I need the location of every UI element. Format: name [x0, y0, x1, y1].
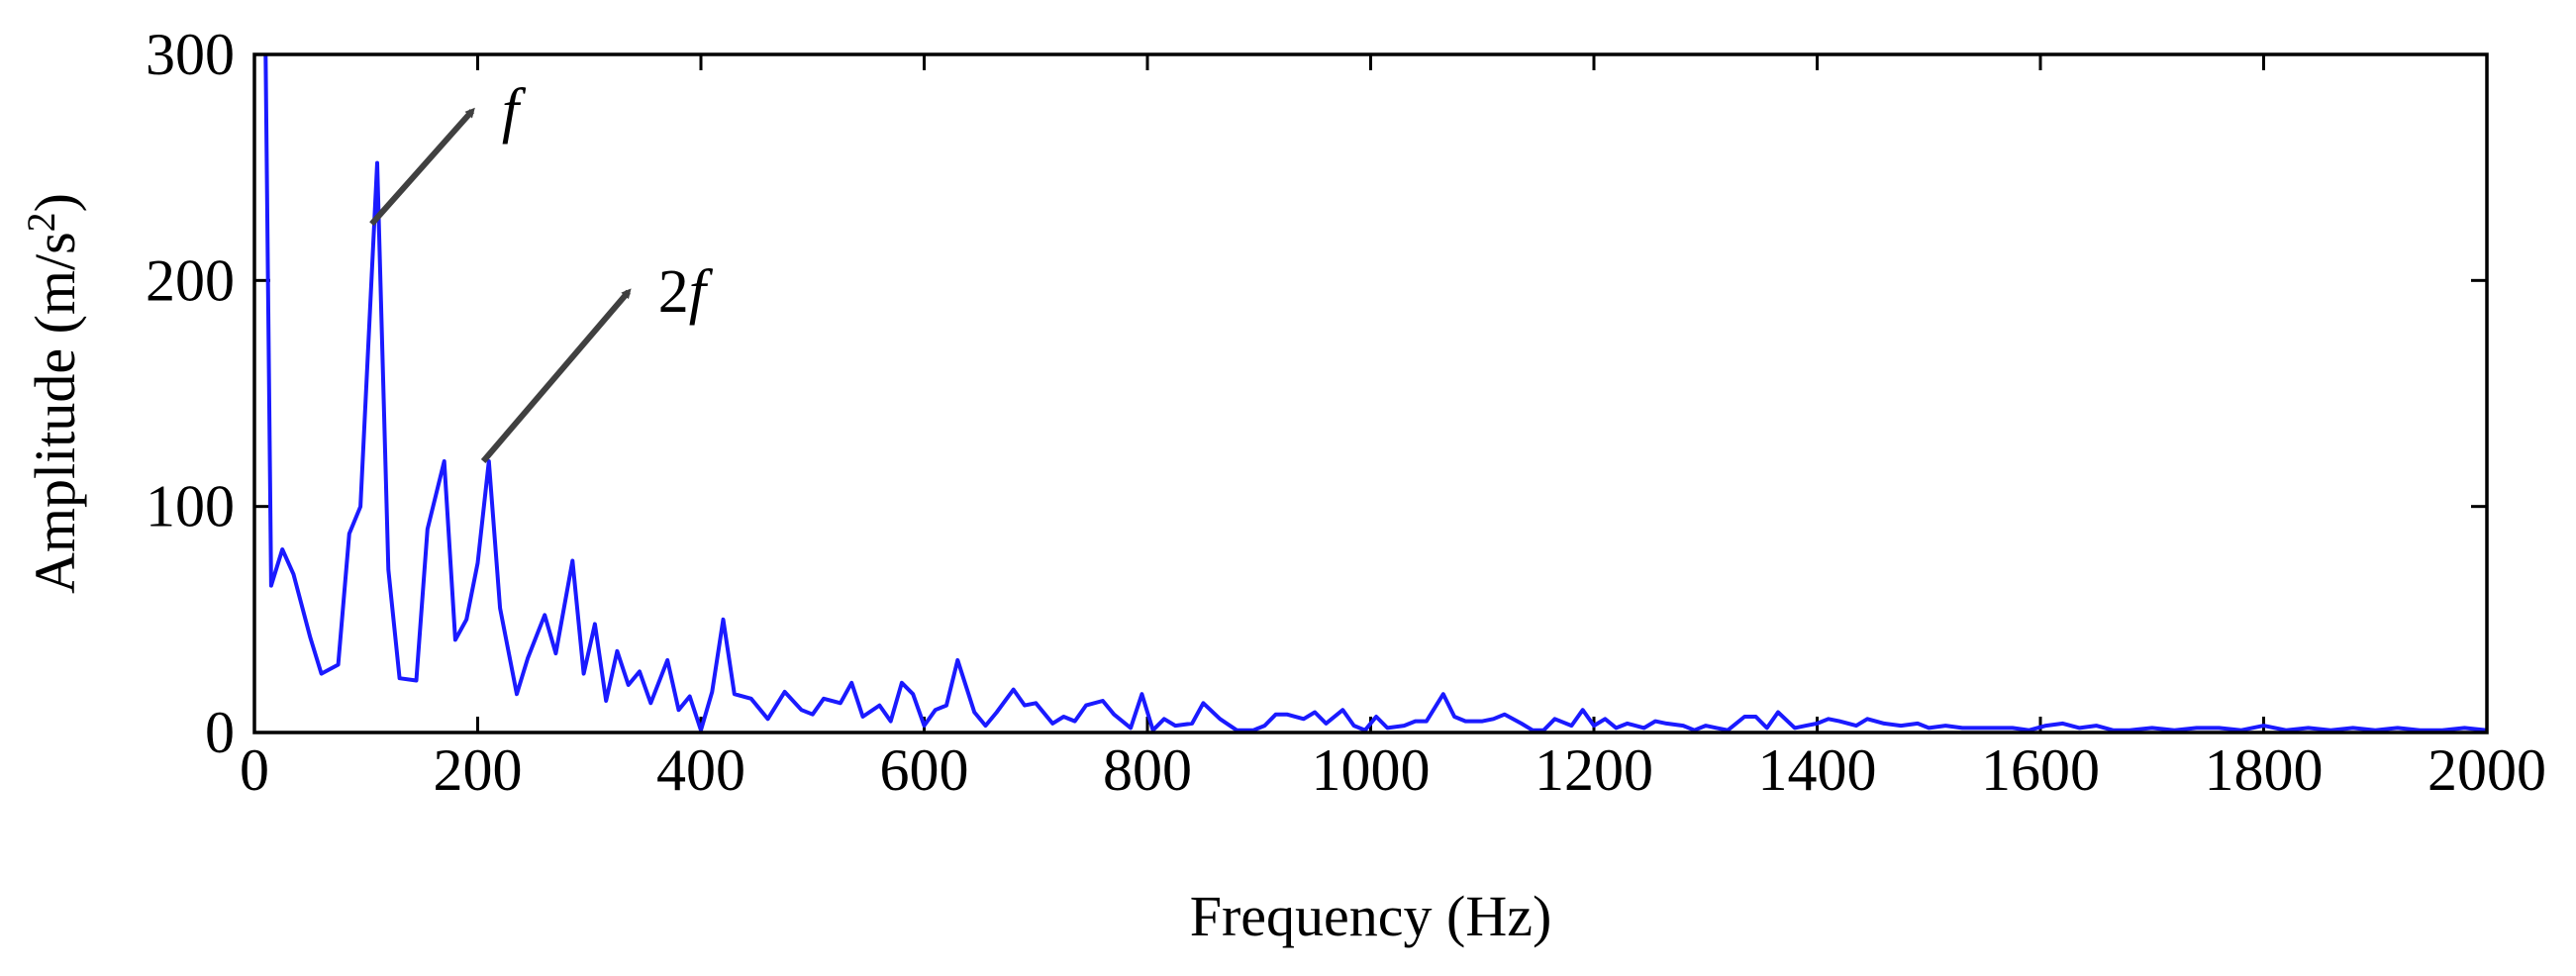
y-axis-title: Amplitude (m/s2) — [19, 193, 87, 594]
x-tick-label: 1800 — [2205, 737, 2324, 803]
x-axis-title: Frequency (Hz) — [1190, 884, 1552, 948]
axis-labels: 0 200 400 600 800 1000 1200 1400 1600 1800 2000 0 10… — [146, 22, 2546, 803]
x-tick-label: 200 — [434, 737, 523, 803]
x-tick-label: 1000 — [1312, 737, 1431, 803]
y-tick-label: 0 — [205, 700, 235, 765]
x-tick-label: 600 — [880, 737, 969, 803]
y-axis-title-superscript: 2 — [19, 212, 63, 232]
x-tick-label: 1200 — [1535, 737, 1653, 803]
x-tick-label: 0 — [240, 737, 269, 803]
y-tick-label: 100 — [146, 474, 235, 539]
annotation-arrow — [483, 292, 629, 461]
y-axis-title-main: Amplitude (m/s — [23, 232, 87, 594]
x-tick-label: 400 — [656, 737, 745, 803]
x-tick-label: 800 — [1103, 737, 1192, 803]
annotation-label: 2f — [658, 258, 714, 326]
y-axis-title-end: ) — [23, 193, 87, 212]
axis-ticks — [254, 54, 2487, 732]
annotation-label-main: f — [689, 258, 714, 326]
plot-data-area — [265, 54, 2487, 731]
x-tick-label: 1400 — [1758, 737, 1877, 803]
annotation-label-main: f — [502, 77, 527, 145]
annotation-label-prefix: 2 — [658, 258, 689, 326]
annotation-label: f — [502, 77, 527, 145]
x-tick-label: 2000 — [2427, 737, 2546, 803]
plot-frame — [254, 54, 2487, 732]
y-tick-label: 200 — [146, 247, 235, 313]
x-tick-label: 1600 — [1981, 737, 2100, 803]
spectrum-series-line — [265, 54, 2487, 731]
annotations — [371, 111, 628, 461]
annotation-arrow — [371, 111, 471, 224]
y-tick-label: 300 — [146, 22, 235, 87]
